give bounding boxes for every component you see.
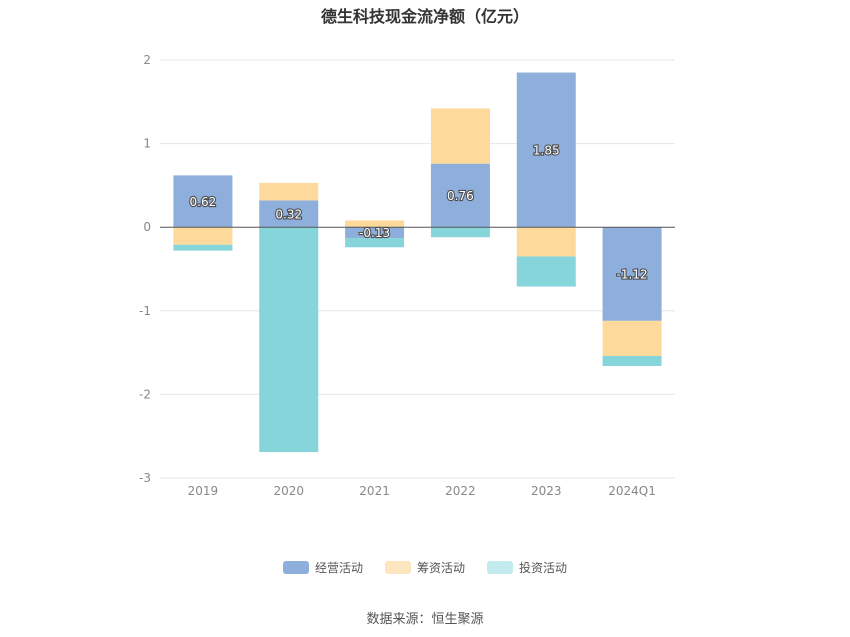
- bar-segment[interactable]: [516, 256, 576, 287]
- bar-segment[interactable]: [516, 72, 576, 228]
- bar-segment[interactable]: [173, 175, 233, 228]
- y-tick-label: 0: [143, 220, 151, 234]
- y-tick-label: 2: [143, 53, 151, 67]
- x-tick-label: 2022: [445, 484, 476, 498]
- bar-segment[interactable]: [516, 227, 576, 257]
- bar-segment[interactable]: [259, 200, 319, 228]
- legend-label-investing: 投资活动: [519, 561, 568, 575]
- x-tick-label: 2023: [531, 484, 562, 498]
- data-label: 0.32: [275, 207, 302, 221]
- legend-swatch-financing: [384, 561, 411, 574]
- legend-swatch-investing: [487, 561, 513, 574]
- bar-segment[interactable]: [173, 227, 233, 245]
- data-label: -1.12: [617, 268, 648, 282]
- x-tick-label: 2024Q1: [608, 484, 656, 498]
- bar-segment[interactable]: [345, 220, 405, 228]
- x-tick-label: 2020: [273, 484, 304, 498]
- bar-segment[interactable]: [345, 238, 405, 248]
- chart-plot: 2 1 0 -1 -2 -3 2019 2020 2021 2022 2023 2024Q1 0.62…: [139, 53, 675, 498]
- y-tick-label: -1: [139, 304, 151, 318]
- legend-item-operating[interactable]: 经营活动: [282, 559, 363, 576]
- bar-segment[interactable]: [602, 355, 662, 366]
- x-tick-label: 2021: [359, 484, 390, 498]
- bar-segment[interactable]: [345, 227, 405, 239]
- legend: 经营活动 筹资活动 投资活动: [0, 559, 850, 576]
- bar-segment[interactable]: [259, 227, 319, 453]
- x-tick-label: 2019: [188, 484, 219, 498]
- legend-label-operating: 经营活动: [314, 561, 363, 575]
- bar-segment[interactable]: [602, 320, 662, 356]
- legend-item-investing[interactable]: 投资活动: [487, 559, 567, 576]
- source-note: 数据来源：恒生聚源: [366, 612, 484, 627]
- bar-segment[interactable]: [430, 163, 490, 228]
- y-tick-label: -3: [139, 471, 151, 485]
- bar-segment[interactable]: [259, 182, 319, 201]
- chart-title: 德生科技现金流净额（亿元）: [320, 7, 529, 26]
- axis-layer: 2 1 0 -1 -2 -3 2019 2020 2021 2022 2023 2024Q1: [139, 53, 675, 498]
- label-layer: 0.62 0.32 -0.13 0.76 1.85 -1.12: [188, 142, 648, 282]
- grid-layer: [160, 59, 675, 479]
- bar-segment[interactable]: [602, 227, 662, 321]
- data-label: 0.76: [447, 189, 474, 203]
- bar-layer: [173, 72, 662, 453]
- data-label: 0.62: [190, 195, 217, 209]
- data-label: 1.85: [533, 143, 560, 157]
- legend-item-financing[interactable]: 筹资活动: [384, 559, 465, 576]
- y-tick-label: 1: [143, 137, 151, 151]
- legend-swatch-operating: [282, 561, 309, 574]
- bar-segment[interactable]: [430, 108, 490, 164]
- bar-segment[interactable]: [430, 227, 490, 238]
- bar-segment[interactable]: [173, 244, 233, 251]
- y-tick-label: -2: [139, 387, 151, 401]
- legend-label-financing: 筹资活动: [416, 561, 465, 575]
- data-label: -0.13: [359, 226, 390, 240]
